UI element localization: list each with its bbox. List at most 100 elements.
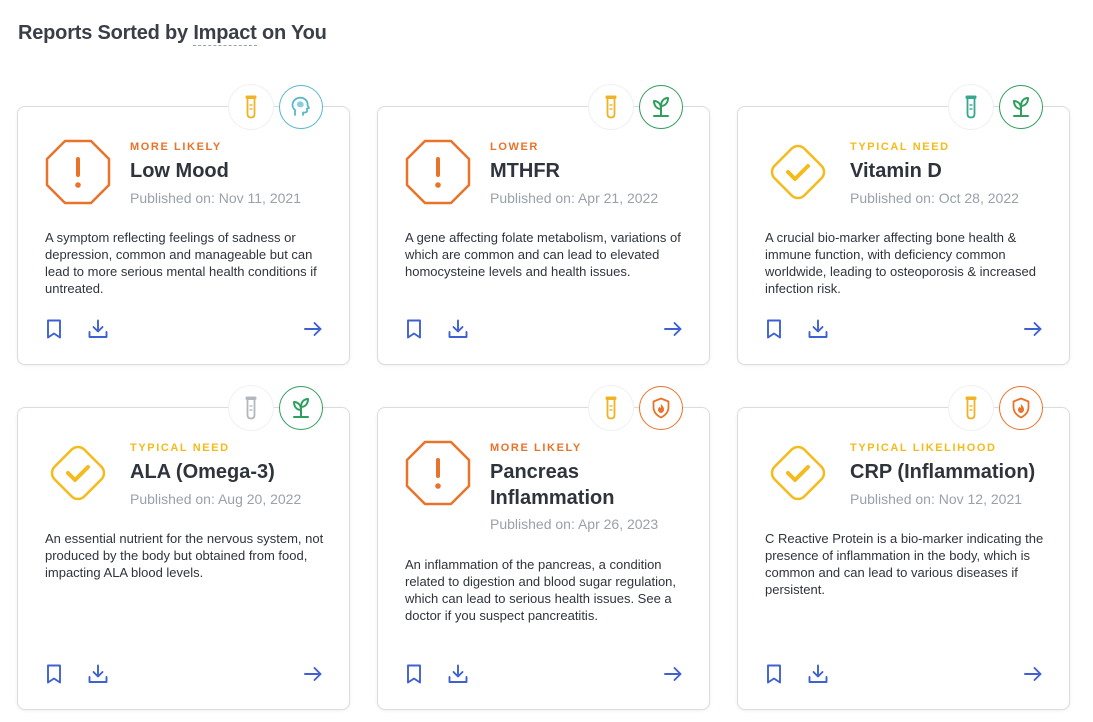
open-report-button[interactable]: [662, 318, 684, 340]
test-tube-badge: [949, 386, 993, 430]
page-title: Reports Sorted by Impact on You: [18, 22, 327, 46]
bookmark-icon: [763, 318, 785, 340]
bookmark-button[interactable]: [43, 663, 65, 685]
test-tube-badge: [229, 85, 273, 129]
bookmark-icon: [43, 663, 65, 685]
open-report-button[interactable]: [302, 663, 324, 685]
category-badge: [639, 386, 683, 430]
test-tube-badge: [949, 85, 993, 129]
report-card-low-mood[interactable]: MORE LIKELY Low Mood Published on: Nov 1…: [17, 85, 350, 365]
open-report-button[interactable]: [302, 318, 324, 340]
card-actions: [763, 663, 1044, 685]
bookmark-button[interactable]: [763, 318, 785, 340]
card-badges: [949, 386, 1043, 430]
report-card-crp-inflammation[interactable]: TYPICAL LIKELIHOOD CRP (Inflammation) Pu…: [737, 386, 1070, 710]
report-card-vitamin-d[interactable]: TYPICAL NEED Vitamin D Published on: Oct…: [737, 85, 1070, 365]
bookmark-icon: [763, 663, 785, 685]
published-date: Published on: Apr 26, 2023: [490, 516, 659, 532]
category-badge: [279, 85, 323, 129]
page-title-prefix: Reports Sorted by: [18, 22, 194, 44]
card-badges: [229, 386, 323, 430]
card-badges: [949, 85, 1043, 129]
report-card-pancreas-inflammation[interactable]: MORE LIKELY Pancreas Inflammation Publis…: [377, 386, 710, 710]
arrow-right-icon: [1022, 663, 1044, 685]
likelihood-label: MORE LIKELY: [490, 442, 582, 454]
test-tube-icon: [604, 396, 618, 420]
test-tube-icon: [604, 95, 618, 119]
bookmark-button[interactable]: [403, 318, 425, 340]
open-report-button[interactable]: [1022, 318, 1044, 340]
card-actions: [403, 663, 684, 685]
download-icon: [87, 318, 109, 340]
likelihood-label: MORE LIKELY: [130, 141, 222, 153]
check-diamond-icon: [765, 440, 831, 506]
open-report-button[interactable]: [662, 663, 684, 685]
download-button[interactable]: [807, 663, 829, 685]
card-actions: [763, 318, 1044, 340]
head-brain-icon: [289, 95, 313, 119]
report-description: C Reactive Protein is a bio-marker indic…: [765, 531, 1044, 597]
page-title-suffix: on You: [256, 22, 327, 44]
category-badge: [639, 85, 683, 129]
bookmark-icon: [403, 318, 425, 340]
download-icon: [807, 318, 829, 340]
report-card-ala-omega-3[interactable]: TYPICAL NEED ALA (Omega-3) Published on:…: [17, 386, 350, 710]
published-date: Published on: Oct 28, 2022: [850, 190, 1019, 206]
report-title: CRP (Inflammation): [850, 461, 1036, 483]
download-icon: [87, 663, 109, 685]
report-description: A gene affecting folate metabolism, vari…: [405, 230, 681, 279]
card-badges: [589, 85, 683, 129]
likelihood-label: TYPICAL NEED: [850, 141, 950, 153]
download-button[interactable]: [807, 318, 829, 340]
arrow-right-icon: [302, 663, 324, 685]
test-tube-icon: [964, 396, 978, 420]
bookmark-button[interactable]: [43, 318, 65, 340]
download-button[interactable]: [87, 318, 109, 340]
open-report-button[interactable]: [1022, 663, 1044, 685]
arrow-right-icon: [302, 318, 324, 340]
likelihood-label: LOWER: [490, 141, 539, 153]
leaf-sprout-icon: [289, 396, 313, 420]
download-button[interactable]: [447, 663, 469, 685]
check-diamond-icon: [45, 440, 111, 506]
download-button[interactable]: [447, 318, 469, 340]
bookmark-icon: [43, 318, 65, 340]
shield-flame-icon: [1009, 396, 1033, 420]
report-title: Pancreas Inflammation: [490, 461, 615, 509]
published-date: Published on: Nov 12, 2021: [850, 491, 1023, 507]
test-tube-badge: [229, 386, 273, 430]
report-title: Vitamin D: [850, 160, 942, 182]
bookmark-icon: [403, 663, 425, 685]
bookmark-button[interactable]: [403, 663, 425, 685]
published-date: Published on: Nov 11, 2021: [130, 190, 301, 206]
test-tube-icon: [244, 95, 258, 119]
test-tube-icon: [964, 95, 978, 119]
card-badges: [589, 386, 683, 430]
published-date: Published on: Apr 21, 2022: [490, 190, 659, 206]
published-date: Published on: Aug 20, 2022: [130, 491, 302, 507]
leaf-sprout-icon: [1009, 95, 1033, 119]
card-actions: [43, 663, 324, 685]
card-badges: [229, 85, 323, 129]
category-badge: [999, 85, 1043, 129]
card-actions: [43, 318, 324, 340]
category-badge: [999, 386, 1043, 430]
download-icon: [447, 663, 469, 685]
report-title: Low Mood: [130, 160, 229, 182]
arrow-right-icon: [1022, 318, 1044, 340]
download-icon: [447, 318, 469, 340]
download-icon: [807, 663, 829, 685]
leaf-sprout-icon: [649, 95, 673, 119]
sort-key-dropdown[interactable]: Impact: [193, 22, 257, 46]
shield-flame-icon: [649, 396, 673, 420]
bookmark-button[interactable]: [763, 663, 785, 685]
report-card-mthfr[interactable]: LOWER MTHFR Published on: Apr 21, 2022 A…: [377, 85, 710, 365]
test-tube-icon: [244, 396, 258, 420]
test-tube-badge: [589, 386, 633, 430]
report-description: An essential nutrient for the nervous sy…: [45, 531, 324, 580]
download-button[interactable]: [87, 663, 109, 685]
alert-octagon-icon: [45, 139, 111, 205]
likelihood-label: TYPICAL NEED: [130, 442, 230, 454]
category-badge: [279, 386, 323, 430]
report-description: An inflammation of the pancreas, a condi…: [405, 557, 677, 623]
